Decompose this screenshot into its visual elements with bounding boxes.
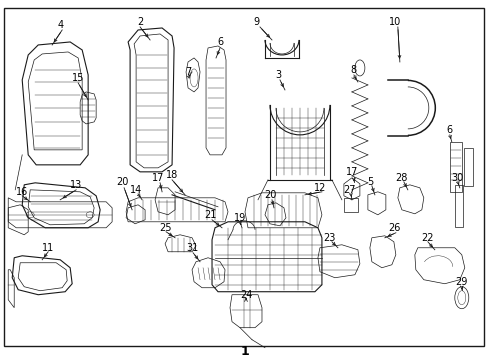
Text: 9: 9	[252, 17, 259, 27]
Text: 22: 22	[421, 233, 433, 243]
Text: 18: 18	[165, 170, 178, 180]
Text: 1: 1	[240, 345, 249, 358]
Text: 23: 23	[323, 233, 335, 243]
Text: 15: 15	[72, 73, 84, 83]
Text: 31: 31	[185, 243, 198, 253]
Text: 25: 25	[159, 223, 171, 233]
Text: 16: 16	[16, 187, 28, 197]
Text: 17: 17	[345, 167, 357, 177]
Bar	[463, 148, 472, 186]
Text: 6: 6	[217, 37, 223, 47]
Bar	[343, 198, 357, 212]
Text: 30: 30	[451, 173, 463, 183]
Text: 21: 21	[203, 210, 216, 220]
Text: 28: 28	[395, 173, 407, 183]
Text: 27: 27	[343, 185, 355, 195]
Text: 7: 7	[184, 67, 191, 77]
Text: 20: 20	[116, 177, 128, 187]
Text: 11: 11	[42, 243, 54, 253]
Text: 14: 14	[130, 185, 142, 195]
Text: 6: 6	[446, 125, 452, 135]
Text: 17: 17	[152, 173, 164, 183]
Text: 2: 2	[137, 17, 143, 27]
Text: 3: 3	[274, 70, 281, 80]
Text: 29: 29	[455, 277, 467, 287]
Text: 10: 10	[388, 17, 400, 27]
Text: 26: 26	[388, 223, 400, 233]
Text: 12: 12	[313, 183, 325, 193]
Text: 24: 24	[239, 290, 252, 300]
Text: 4: 4	[57, 20, 63, 30]
Text: 20: 20	[263, 190, 276, 200]
Text: 5: 5	[366, 177, 372, 187]
Bar	[454, 185, 462, 227]
Text: 13: 13	[70, 180, 82, 190]
Text: 19: 19	[233, 213, 245, 223]
Bar	[449, 142, 461, 192]
Text: 8: 8	[350, 65, 356, 75]
